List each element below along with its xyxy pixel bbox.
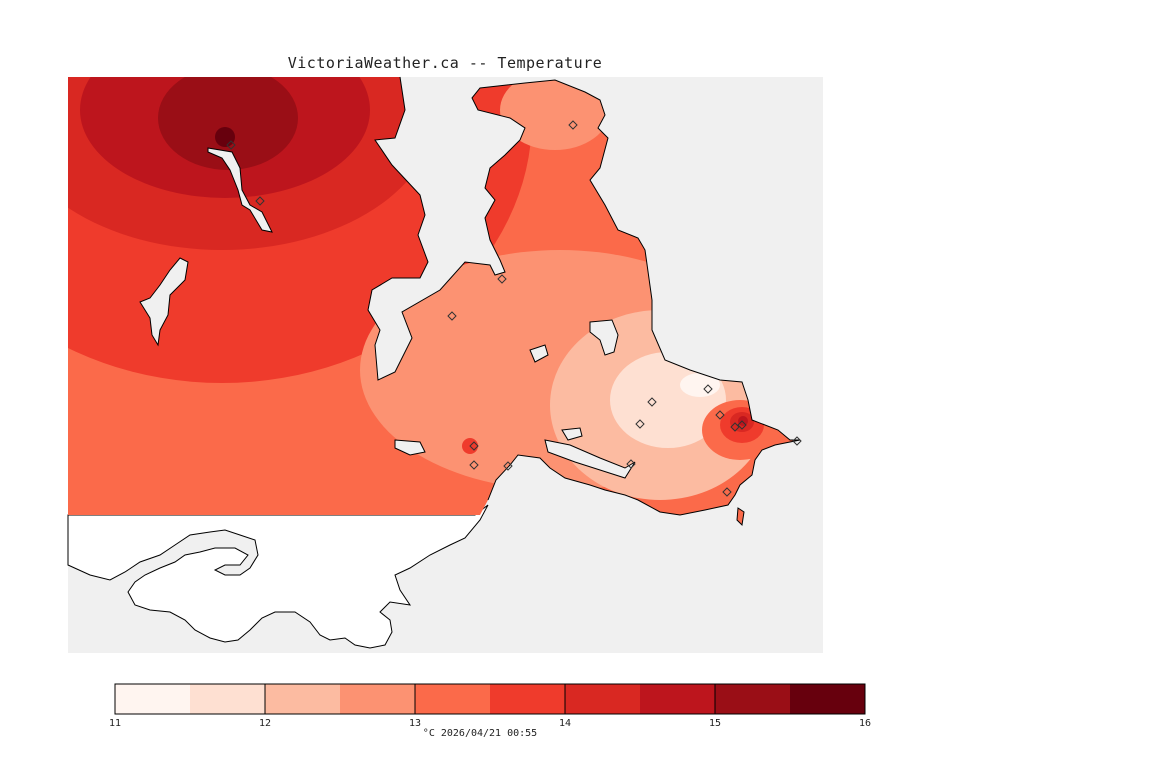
inlet-outline (207, 147, 273, 233)
diamond-station-icon (730, 422, 740, 432)
temperature-field (68, 77, 800, 515)
diamond-station-icon (568, 120, 578, 130)
diamond-station-icon (703, 384, 713, 394)
diamond-station-icon (469, 460, 479, 470)
diamond-station-icon (647, 397, 657, 407)
diamond-station-icon (715, 410, 725, 420)
diamond-station-icon (626, 459, 636, 469)
diamond-station-icon (503, 461, 513, 471)
lake-outline-west (394, 439, 426, 456)
legend-bin (715, 684, 790, 714)
legend-bin (790, 684, 865, 714)
diamond-station-icon (255, 196, 265, 206)
island-south (736, 507, 745, 527)
diamond-station-icon (497, 274, 507, 284)
diamond-station-icon (635, 419, 645, 429)
diamond-station-icon (722, 487, 732, 497)
legend-bin (640, 684, 715, 714)
legend-tick-label: 11 (109, 718, 121, 729)
diamond-station-icon (226, 140, 236, 150)
legend-bin (415, 684, 490, 714)
legend-bin (565, 684, 640, 714)
lake-outline (139, 257, 189, 347)
legend-tick-label: 15 (709, 718, 721, 729)
legend-bin (340, 684, 415, 714)
legend-bin (190, 684, 265, 714)
legend-tick-label: 14 (559, 718, 571, 729)
harbour-outline (561, 427, 583, 441)
legend-bin (115, 684, 190, 714)
lake-outline-east (589, 319, 619, 356)
legend-bin (265, 684, 340, 714)
sooke-inlet-outline (544, 439, 636, 479)
station-markers (226, 120, 802, 497)
legend-caption: °C 2026/04/21 00:55 (422, 728, 538, 739)
chart-title: VictoriaWeather.ca -- Temperature (287, 54, 603, 72)
vancouver-island-coastline (367, 76, 801, 516)
legend-tick-label: 12 (259, 718, 271, 729)
legend-tick-label: 13 (409, 718, 421, 729)
diamond-station-icon (469, 441, 479, 451)
legend-tick-label: 16 (859, 718, 871, 729)
diamond-station-icon (447, 311, 457, 321)
olympic-peninsula-land (67, 504, 489, 649)
diamond-station-icon (737, 420, 747, 430)
lake-outline-small (529, 344, 549, 363)
legend-bin (490, 684, 565, 714)
diamond-station-icon (792, 436, 802, 446)
